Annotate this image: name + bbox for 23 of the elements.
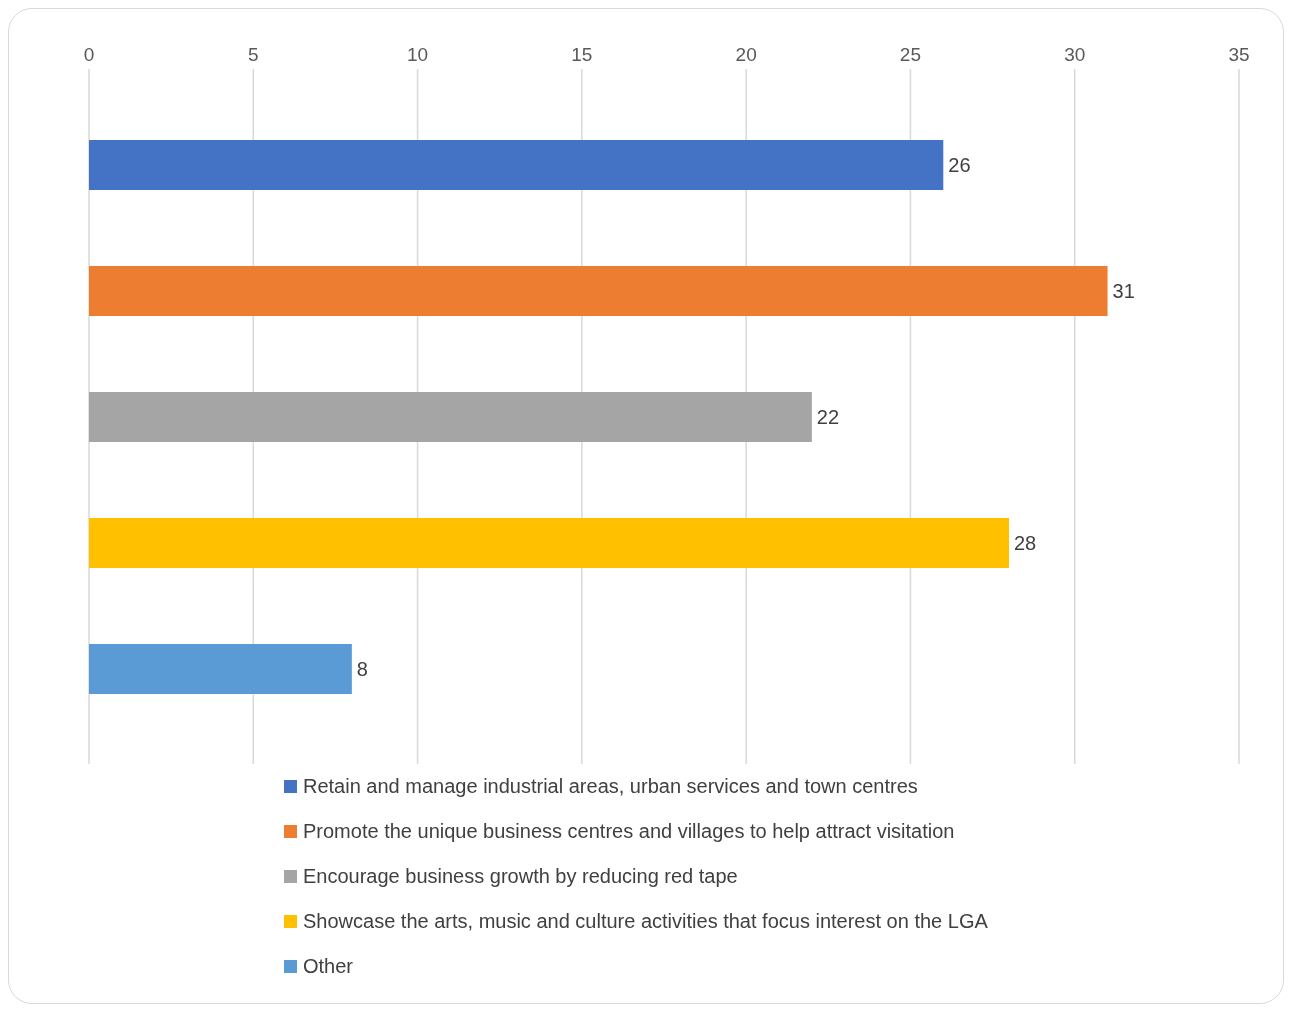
bar [89, 644, 352, 694]
x-tick-label: 10 [407, 44, 429, 65]
legend-label: Promote the unique business centres and villages to help attract visitation [303, 820, 955, 843]
bar [89, 392, 812, 442]
bar [89, 140, 944, 190]
x-tick-label: 35 [1228, 44, 1250, 65]
x-tick-label: 20 [735, 44, 757, 65]
legend-label: Encourage business growth by reducing red tape [303, 865, 738, 888]
data-label: 31 [1112, 280, 1135, 303]
x-tick-label: 15 [571, 44, 593, 65]
data-label: 26 [948, 154, 971, 177]
data-label: 28 [1014, 532, 1037, 555]
x-tick-label: 25 [899, 44, 921, 65]
bar [89, 266, 1108, 316]
x-tick-label: 5 [248, 44, 259, 65]
x-tick-label: 30 [1064, 44, 1086, 65]
legend-label: Other [303, 955, 354, 978]
x-tick-label: 0 [83, 44, 95, 65]
legend-label: Showcase the arts, music and culture activities that focus interest on the LGA [303, 910, 988, 933]
data-label: 8 [356, 658, 368, 681]
data-label: 22 [816, 406, 840, 429]
legend-label: Retain and manage industrial areas, urban services and town centres [303, 775, 918, 798]
bar [89, 518, 1009, 568]
